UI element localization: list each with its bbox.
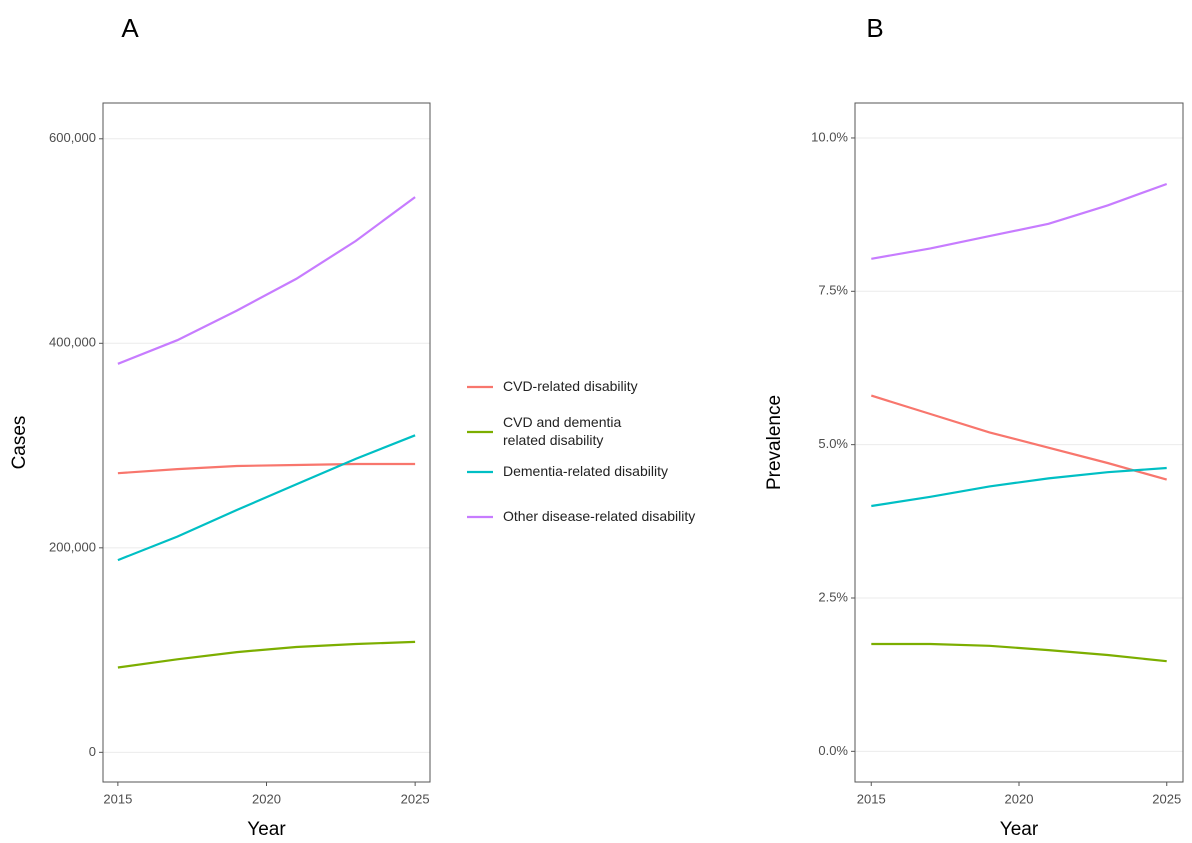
series-line: [117, 462, 416, 475]
y-axis-title: Prevalence: [764, 395, 785, 490]
series-line: [117, 434, 416, 562]
legend-label: Other disease-related disability: [503, 508, 695, 524]
x-tick-label: 2025: [1152, 791, 1181, 806]
y-tick-label: 400,000: [49, 335, 96, 350]
y-tick-label: 2.5%: [818, 589, 848, 604]
panel-label: A: [121, 13, 139, 43]
y-axis-title: Cases: [9, 416, 30, 470]
series-line: [117, 196, 416, 365]
y-tick-label: 5.0%: [818, 436, 848, 451]
series-line: [871, 466, 1167, 508]
y-tick-label: 7.5%: [818, 283, 848, 298]
y-tick-label: 200,000: [49, 539, 96, 554]
y-tick-label: 0.0%: [818, 743, 848, 758]
plot-border: [854, 102, 1184, 783]
x-tick-label: 2015: [857, 791, 886, 806]
x-axis-title: Year: [247, 819, 286, 840]
legend-label: Dementia-related disability: [503, 463, 668, 479]
x-tick-label: 2015: [103, 791, 132, 806]
series-line: [871, 182, 1168, 260]
plot-border: [102, 102, 431, 783]
panel-label: B: [866, 13, 883, 43]
series-line: [117, 640, 416, 669]
series-line: [870, 394, 1167, 481]
y-tick-label: 0: [89, 744, 96, 759]
legend-label: CVD and dementia related disability: [503, 414, 622, 448]
x-axis-title: Year: [1000, 819, 1039, 840]
y-tick-label: 600,000: [49, 130, 96, 145]
x-tick-label: 2025: [401, 791, 430, 806]
x-tick-label: 2020: [1005, 791, 1034, 806]
series-line: [871, 642, 1167, 663]
y-tick-label: 10.0%: [811, 129, 848, 144]
legend-label: CVD-related disability: [503, 378, 638, 394]
x-tick-label: 2020: [252, 791, 281, 806]
